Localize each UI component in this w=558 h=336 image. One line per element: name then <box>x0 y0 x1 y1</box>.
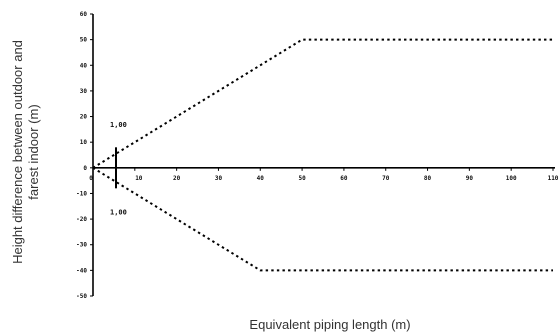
series-line-1 <box>92 38 553 169</box>
y-tick-label: 60 <box>80 11 88 18</box>
x-tick-label: 110 <box>548 175 558 182</box>
y-tick-label: 40 <box>80 62 88 69</box>
y-tick-label: -40 <box>76 267 87 274</box>
y-tick-label: 30 <box>80 88 88 95</box>
y-axis-title-line-1: Height difference between outdoor and <box>10 40 25 264</box>
y-tick-label: -50 <box>76 293 87 300</box>
x-tick-label: 30 <box>215 175 223 182</box>
x-axis: 0 10 20 30 40 50 60 70 80 90 100 110 <box>89 167 558 182</box>
y-axis: 60 50 40 30 20 10 0 -10 -20 -30 -40 -50 <box>76 11 94 300</box>
x-tick-label: 70 <box>382 175 390 182</box>
y-tick-label: -20 <box>76 216 87 223</box>
y-tick-label: 50 <box>80 37 88 44</box>
x-axis-title: Equivalent piping length (m) <box>249 317 410 332</box>
x-tick-label: 100 <box>506 175 517 182</box>
y-tick-label: 10 <box>80 139 88 146</box>
x-tick-label: 10 <box>135 175 143 182</box>
y-tick-label: 0 <box>83 165 87 172</box>
annotations: 1,00 1,00 <box>110 121 127 216</box>
x-tick-label: 60 <box>340 175 348 182</box>
x-tick-label: 0 <box>89 175 93 182</box>
x-tick-label: 50 <box>298 175 306 182</box>
annotation-label: 1,00 <box>110 208 127 216</box>
series-group <box>92 38 553 272</box>
annotation-label: 1,00 <box>110 121 127 129</box>
x-tick-label: 40 <box>257 175 265 182</box>
x-tick-label: 80 <box>424 175 432 182</box>
series-line-2 <box>92 166 553 272</box>
y-tick-label: -10 <box>76 190 87 197</box>
x-tick-label: 90 <box>466 175 474 182</box>
x-tick-label: 20 <box>173 175 181 182</box>
y-tick-label: 20 <box>80 114 88 121</box>
y-axis-title-line-2: farest indoor (m) <box>26 104 41 199</box>
y-tick-label: -30 <box>76 242 87 249</box>
